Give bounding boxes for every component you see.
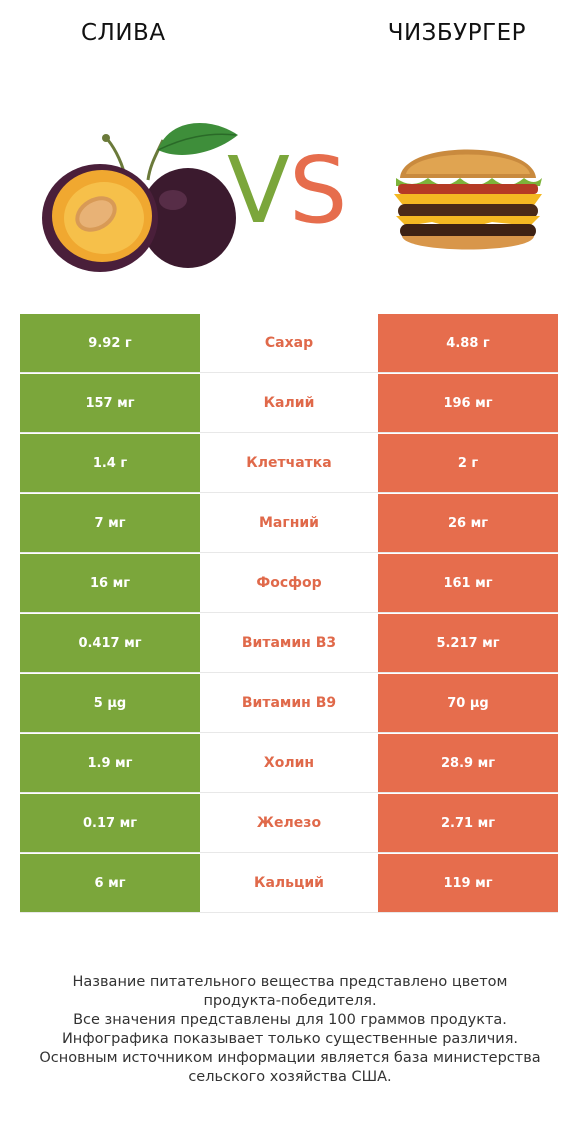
left-value: 7 мг xyxy=(20,494,200,552)
cheeseburger-image xyxy=(394,149,542,250)
right-value: 28.9 мг xyxy=(378,734,558,792)
footer-line: сельского хозяйства США. xyxy=(188,1069,392,1085)
left-value: 1.9 мг xyxy=(20,734,200,792)
nutrient-name: Железо xyxy=(200,794,378,852)
right-value: 2.71 мг xyxy=(378,794,558,852)
svg-text:S: S xyxy=(289,140,347,230)
footer-notes: Название питательного вещества представл… xyxy=(20,973,560,1087)
plum-image xyxy=(42,123,238,272)
right-value: 2 г xyxy=(378,434,558,492)
nutrient-name: Калий xyxy=(200,374,378,432)
right-value: 4.88 г xyxy=(378,314,558,372)
table-row: 9.92 г Сахар 4.88 г xyxy=(20,314,558,374)
table-row: 157 мг Калий 196 мг xyxy=(20,374,558,434)
right-value: 5.217 мг xyxy=(378,614,558,672)
right-value: 161 мг xyxy=(378,554,558,612)
right-value: 26 мг xyxy=(378,494,558,552)
nutrient-name: Кальций xyxy=(200,854,378,912)
table-row: 1.9 мг Холин 28.9 мг xyxy=(20,734,558,794)
footer-line: Название питательного вещества представл… xyxy=(72,974,508,990)
left-value: 157 мг xyxy=(20,374,200,432)
nutrient-name: Сахар xyxy=(200,314,378,372)
left-value: 5 µg xyxy=(20,674,200,732)
comparison-table: 9.92 г Сахар 4.88 г 157 мг Калий 196 мг … xyxy=(20,314,558,914)
nutrient-name: Фосфор xyxy=(200,554,378,612)
table-row: 6 мг Кальций 119 мг xyxy=(20,854,558,914)
nutrient-name: Холин xyxy=(200,734,378,792)
vs-badge: V S xyxy=(227,140,347,230)
product-images: V S xyxy=(0,100,580,280)
left-value: 6 мг xyxy=(20,854,200,912)
table-row: 5 µg Витамин B9 70 µg xyxy=(20,674,558,734)
footer-line: продукта-победителя. xyxy=(203,993,377,1009)
left-value: 16 мг xyxy=(20,554,200,612)
left-value: 0.417 мг xyxy=(20,614,200,672)
right-value: 119 мг xyxy=(378,854,558,912)
nutrient-name: Клетчатка xyxy=(200,434,378,492)
nutrient-name: Магний xyxy=(200,494,378,552)
footer-line: Основным источником информации является … xyxy=(39,1050,541,1066)
right-value: 196 мг xyxy=(378,374,558,432)
table-row: 1.4 г Клетчатка 2 г xyxy=(20,434,558,494)
footer-line: Все значения представлены для 100 граммо… xyxy=(73,1012,507,1028)
left-value: 1.4 г xyxy=(20,434,200,492)
table-row: 16 мг Фосфор 161 мг xyxy=(20,554,558,614)
right-value: 70 µg xyxy=(378,674,558,732)
table-row: 0.417 мг Витамин B3 5.217 мг xyxy=(20,614,558,674)
right-product-title: ЧИЗБУРГЕР xyxy=(387,20,526,46)
nutrient-name: Витамин B9 xyxy=(200,674,378,732)
svg-text:V: V xyxy=(227,140,290,230)
left-value: 0.17 мг xyxy=(20,794,200,852)
nutrient-name: Витамин B3 xyxy=(200,614,378,672)
table-row: 0.17 мг Железо 2.71 мг xyxy=(20,794,558,854)
left-value: 9.92 г xyxy=(20,314,200,372)
footer-line: Инфографика показывает только существенн… xyxy=(61,1031,519,1047)
left-product-title: СЛИВА xyxy=(81,20,166,46)
table-row: 7 мг Магний 26 мг xyxy=(20,494,558,554)
